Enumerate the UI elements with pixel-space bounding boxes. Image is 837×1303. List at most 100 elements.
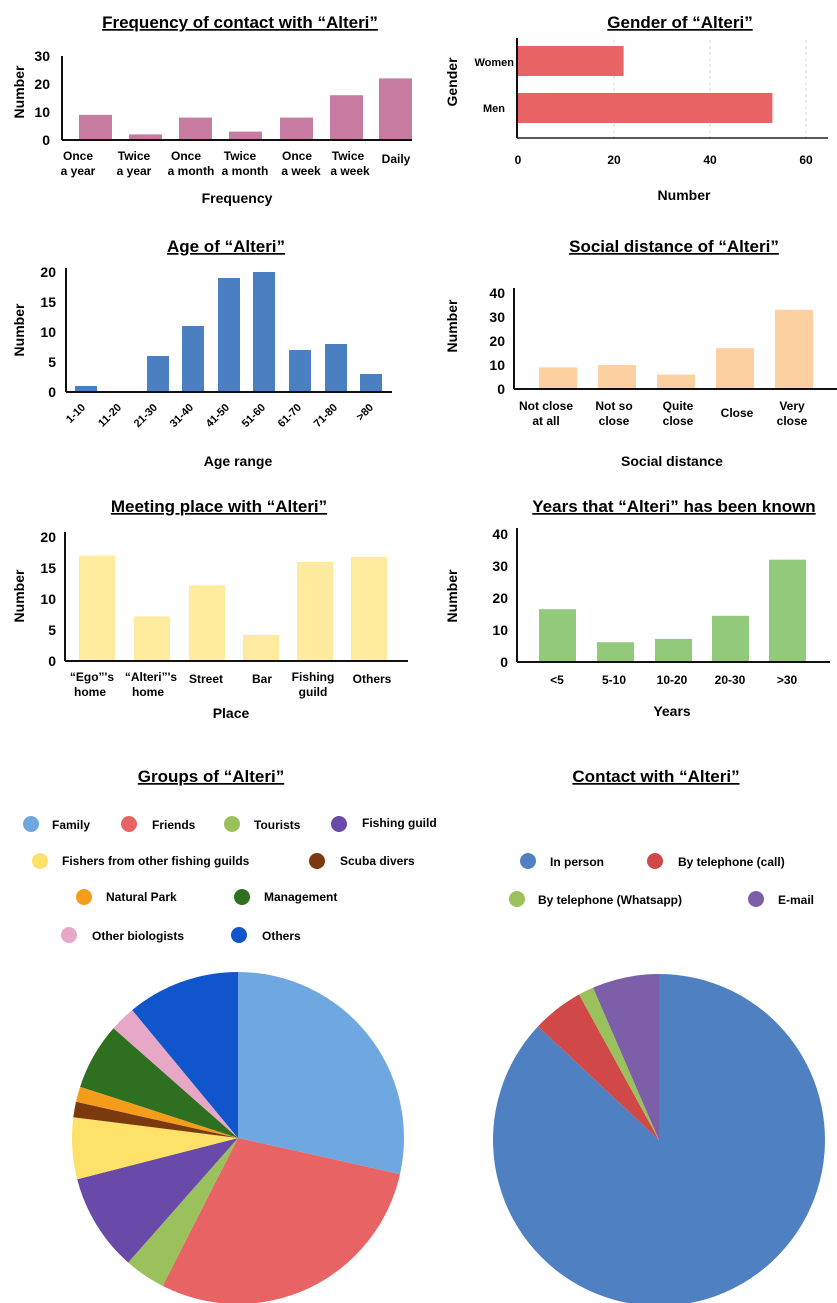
- groups-pie-slice: [77, 1138, 238, 1263]
- groups-legend-label: Fishers from other fishing guilds: [62, 854, 250, 868]
- social-distance-x-tick: at all: [532, 414, 559, 428]
- gender-x-label: Number: [658, 187, 711, 203]
- social-distance-y-tick: 40: [489, 285, 505, 301]
- gender-bars: [518, 46, 773, 123]
- frequency-x-tick: Twice: [224, 149, 257, 163]
- contact-legend-swatch: [509, 891, 525, 907]
- age-bar: [253, 272, 275, 392]
- social-distance-y-tick: 20: [489, 333, 505, 349]
- groups-legend-item: Management: [234, 889, 337, 905]
- groups-legend-item: Family: [23, 816, 90, 832]
- meeting-place-y-ticks: 0 5 10 15 20: [40, 529, 56, 669]
- meeting-place-bar: [243, 634, 279, 661]
- frequency-y-tick: 0: [42, 132, 50, 148]
- gender-chart-title: Gender of “Alteri”: [607, 13, 752, 32]
- groups-legend: Family Friends Tourists Fishing guild Fi…: [23, 816, 437, 943]
- social-distance-y-ticks: 0 10 20 30 40: [489, 285, 505, 397]
- social-distance-x-label: Social distance: [621, 453, 723, 469]
- groups-legend-swatch: [331, 816, 347, 832]
- frequency-x-tick: a week: [281, 164, 321, 178]
- age-x-tick: 41-50: [204, 402, 232, 430]
- groups-pie-slice: [80, 1028, 239, 1138]
- meeting-place-x-tick: Others: [353, 672, 392, 686]
- groups-pie-slice: [76, 1086, 238, 1138]
- groups-legend-item: Fishing guild: [331, 816, 437, 832]
- meeting-place-x-tick: guild: [299, 685, 328, 699]
- groups-pie-slice: [73, 1101, 238, 1138]
- years-known-bar: [712, 615, 749, 662]
- years-known-x-tick: 20-30: [715, 673, 746, 687]
- age-y-tick: 20: [40, 264, 56, 280]
- groups-pie-slice: [132, 972, 238, 1138]
- frequency-y-tick: 30: [34, 48, 50, 64]
- frequency-x-tick: Twice: [332, 149, 365, 163]
- groups-legend-swatch: [76, 889, 92, 905]
- contact-legend-item: By telephone (Whatsapp): [509, 891, 682, 907]
- meeting-place-y-tick: 5: [48, 622, 56, 638]
- groups-pie-slice: [113, 1010, 238, 1138]
- gender-x-tick: 20: [607, 153, 621, 167]
- contact-legend-item: In person: [520, 853, 604, 869]
- age-y-label: Number: [11, 303, 27, 356]
- contact-legend-item: E-mail: [748, 891, 814, 907]
- years-known-chart: Years that “Alteri” has been known 0 10 …: [444, 497, 830, 719]
- contact-pie-slice: [579, 987, 659, 1140]
- meeting-place-chart: Meeting place with “Alteri” 0 5 10 15 20…: [11, 497, 408, 721]
- groups-chart-title: Groups of “Alteri”: [138, 767, 284, 786]
- frequency-bar: [330, 95, 363, 140]
- social-distance-chart-title: Social distance of “Alteri”: [569, 237, 779, 256]
- groups-pie: [72, 972, 404, 1303]
- groups-pie-slice: [72, 1117, 239, 1180]
- years-known-x-tick: 5-10: [602, 673, 626, 687]
- social-distance-y-tick: 10: [489, 357, 505, 373]
- groups-legend-label: Friends: [152, 818, 196, 832]
- social-distance-x-tick: Very: [779, 399, 805, 413]
- frequency-bar: [379, 78, 412, 140]
- social-distance-y-tick: 30: [489, 309, 505, 325]
- meeting-place-x-tick: Street: [189, 672, 223, 686]
- frequency-bar: [179, 117, 212, 140]
- age-x-tick: 61-70: [276, 402, 304, 430]
- frequency-x-tick: Twice: [118, 149, 151, 163]
- frequency-bar: [79, 114, 112, 140]
- social-distance-chart: Social distance of “Alteri” 0 10 20 30 4…: [444, 237, 837, 469]
- years-known-x-ticks: <5 5-10 10-20 20-30 >30: [550, 673, 797, 687]
- meeting-place-x-tick: Bar: [252, 672, 272, 686]
- gender-x-ticks: 0 20 40 60: [515, 153, 813, 167]
- groups-legend-swatch: [224, 816, 240, 832]
- years-known-bars: [539, 559, 806, 662]
- frequency-x-label: Frequency: [202, 190, 273, 206]
- age-bar: [75, 386, 97, 392]
- years-known-x-tick: 10-20: [657, 673, 688, 687]
- meeting-place-bar: [297, 561, 333, 661]
- gender-x-tick: 0: [515, 153, 522, 167]
- age-x-tick: 21-30: [132, 402, 160, 430]
- years-known-bar: [539, 609, 576, 662]
- gender-bar: [518, 46, 624, 76]
- groups-legend-swatch: [234, 889, 250, 905]
- age-bar: [289, 350, 311, 392]
- social-distance-y-label: Number: [444, 299, 460, 352]
- gender-gridlines: [613, 40, 807, 138]
- frequency-chart-title: Frequency of contact with “Alteri”: [102, 13, 378, 32]
- groups-legend-label: Natural Park: [106, 890, 177, 904]
- groups-pie-slice: [128, 1138, 238, 1286]
- meeting-place-x-label: Place: [213, 705, 250, 721]
- groups-pie-slice: [162, 1138, 400, 1303]
- years-known-y-tick: 20: [492, 590, 508, 606]
- age-x-tick: 11-20: [96, 402, 124, 430]
- contact-legend-item: By telephone (call): [647, 853, 785, 869]
- groups-legend-item: Natural Park: [76, 889, 177, 905]
- frequency-x-ticks: Once a year Twice a year Once a month Tw…: [61, 149, 411, 178]
- age-y-tick: 15: [40, 294, 56, 310]
- years-known-y-tick: 30: [492, 558, 508, 574]
- groups-legend-swatch: [61, 927, 77, 943]
- age-x-tick: 71-80: [312, 402, 340, 430]
- age-x-tick: 51-60: [240, 402, 268, 430]
- frequency-bars: [79, 78, 412, 140]
- frequency-x-tick: a week: [330, 164, 370, 178]
- frequency-x-tick: a month: [168, 164, 215, 178]
- groups-legend-label: Others: [262, 929, 301, 943]
- meeting-place-bars: [79, 555, 387, 661]
- meeting-place-y-tick: 15: [40, 560, 56, 576]
